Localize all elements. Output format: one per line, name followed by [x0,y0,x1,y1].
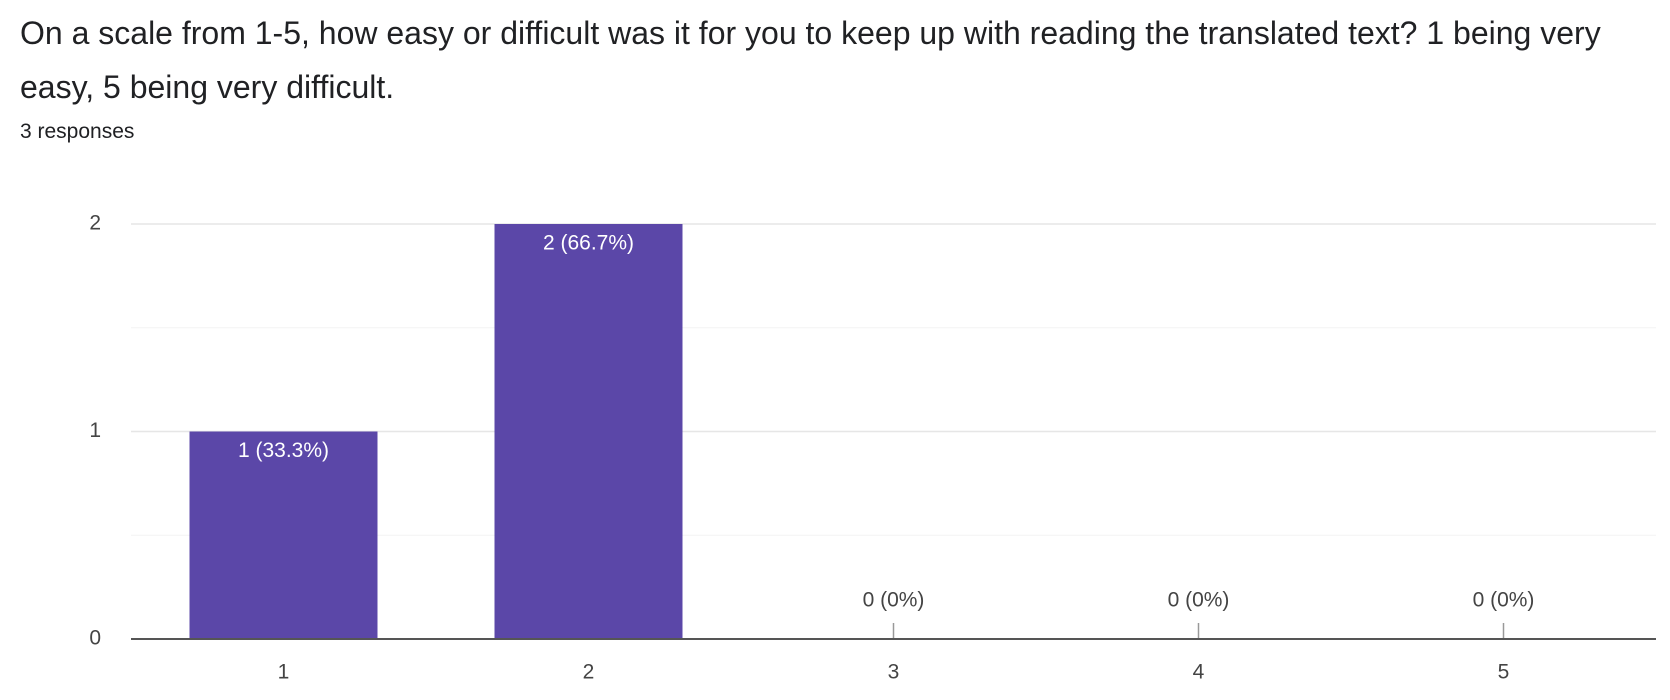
chart-subtitle: 3 responses [20,120,135,143]
x-tick-label: 2 [583,661,595,684]
bar [189,431,378,639]
y-tick-label: 0 [89,627,101,650]
x-tick-label: 3 [888,661,900,684]
x-tick-label: 4 [1193,661,1205,684]
value-label: 0 (0%) [1168,589,1230,612]
x-tick-label: 1 [278,661,290,684]
value-label: 0 (0%) [1473,589,1535,612]
y-tick-label: 1 [89,419,101,442]
x-tick-label: 5 [1498,661,1510,684]
chart-title: On a scale from 1-5, how easy or difficu… [20,15,1601,105]
y-tick-label: 2 [89,212,101,235]
value-label: 2 (66.7%) [543,232,634,255]
bar [494,224,683,639]
value-label: 1 (33.3%) [238,439,329,462]
value-label: 0 (0%) [863,589,925,612]
